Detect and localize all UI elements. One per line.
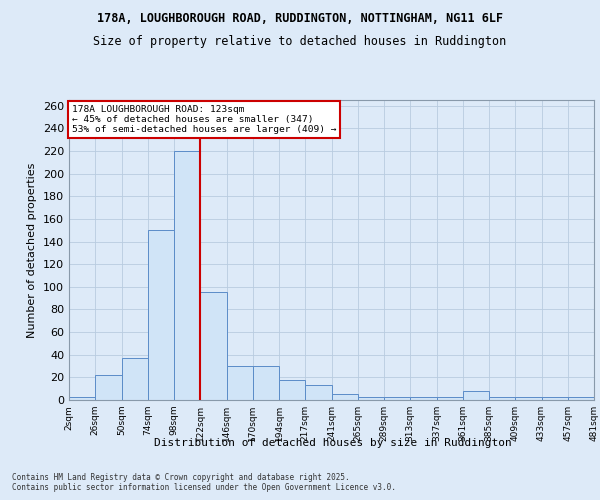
Bar bbox=[200, 292, 227, 400]
Bar bbox=[489, 396, 515, 400]
Bar bbox=[384, 396, 410, 400]
Bar bbox=[69, 396, 95, 400]
Text: 178A, LOUGHBOROUGH ROAD, RUDDINGTON, NOTTINGHAM, NG11 6LF: 178A, LOUGHBOROUGH ROAD, RUDDINGTON, NOT… bbox=[97, 12, 503, 26]
Bar bbox=[95, 375, 121, 400]
Bar bbox=[174, 151, 200, 400]
Bar bbox=[568, 396, 594, 400]
Bar bbox=[463, 391, 489, 400]
Text: Contains HM Land Registry data © Crown copyright and database right 2025.
Contai: Contains HM Land Registry data © Crown c… bbox=[12, 473, 396, 492]
Text: 178A LOUGHBOROUGH ROAD: 123sqm
← 45% of detached houses are smaller (347)
53% of: 178A LOUGHBOROUGH ROAD: 123sqm ← 45% of … bbox=[71, 104, 336, 134]
Bar bbox=[279, 380, 305, 400]
Bar bbox=[253, 366, 279, 400]
Bar bbox=[515, 396, 542, 400]
Bar bbox=[410, 396, 437, 400]
Bar bbox=[148, 230, 174, 400]
Bar bbox=[358, 396, 384, 400]
Y-axis label: Number of detached properties: Number of detached properties bbox=[28, 162, 37, 338]
Text: Size of property relative to detached houses in Ruddington: Size of property relative to detached ho… bbox=[94, 35, 506, 48]
Bar bbox=[121, 358, 148, 400]
Bar bbox=[437, 396, 463, 400]
Bar bbox=[542, 396, 568, 400]
Bar bbox=[305, 386, 331, 400]
Bar bbox=[227, 366, 253, 400]
Bar bbox=[331, 394, 358, 400]
Text: Distribution of detached houses by size in Ruddington: Distribution of detached houses by size … bbox=[154, 438, 512, 448]
